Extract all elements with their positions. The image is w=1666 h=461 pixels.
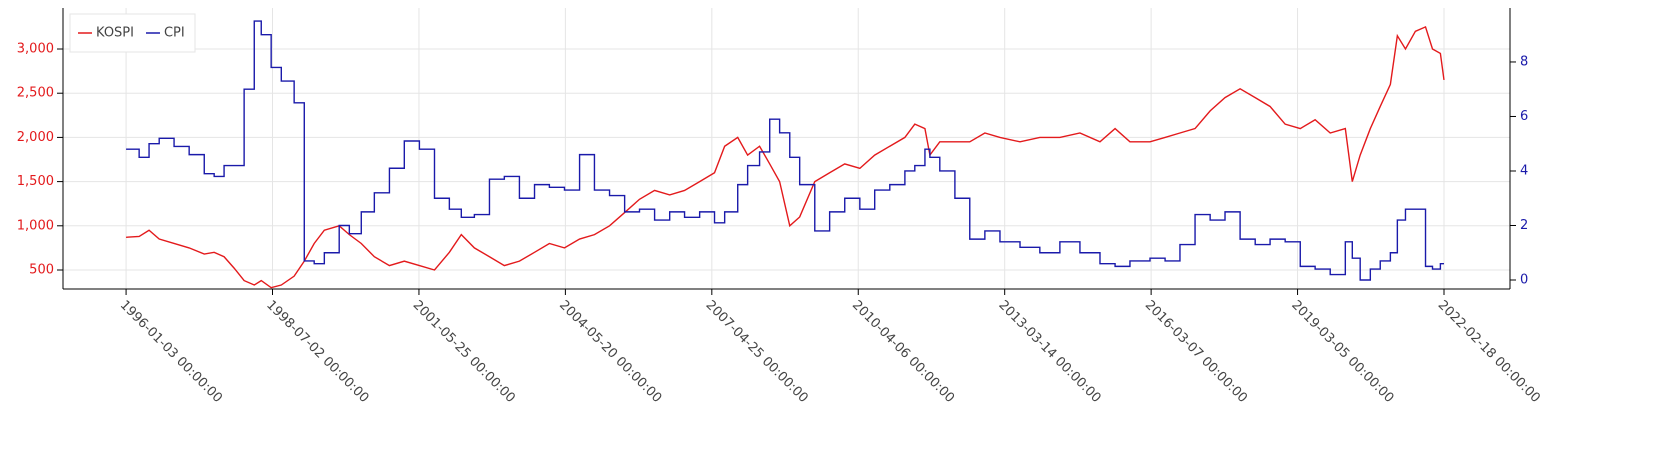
legend-label: KOSPI	[96, 26, 134, 41]
y-tick-label: 1,000	[17, 218, 54, 233]
y2-tick-label: 2	[1520, 218, 1528, 233]
x-tick-label: 2001-05-25 00:00:00	[410, 298, 518, 406]
x-tick-label: 2016-03-07 00:00:00	[1142, 298, 1250, 406]
x-tick-label: 2013-03-14 00:00:00	[995, 298, 1103, 406]
y2-tick-label: 0	[1520, 273, 1528, 288]
y-tick-label: 500	[29, 262, 54, 277]
x-tick-label: 2010-04-06 00:00:00	[849, 298, 957, 406]
y-tick-label: 3,000	[17, 42, 54, 57]
y2-tick-label: 8	[1520, 54, 1528, 69]
y2-tick-label: 4	[1520, 163, 1528, 178]
x-tick-label: 2007-04-25 00:00:00	[703, 298, 811, 406]
x-tick-label: 2022-02-18 00:00:00	[1435, 298, 1543, 406]
y2-tick-label: 6	[1520, 109, 1528, 124]
series-line	[126, 20, 1444, 281]
legend-label: CPI	[164, 26, 185, 41]
x-tick-label: 2004-05-20 00:00:00	[556, 298, 664, 406]
series-line	[126, 25, 1445, 289]
y-tick-label: 1,500	[17, 174, 54, 189]
x-tick-label: 1996-01-03 00:00:00	[117, 298, 225, 406]
x-tick-label: 2019-03-05 00:00:00	[1288, 298, 1396, 406]
x-tick-label: 1998-07-02 00:00:00	[263, 298, 371, 406]
y-tick-label: 2,000	[17, 130, 54, 145]
y-tick-label: 2,500	[17, 86, 54, 101]
